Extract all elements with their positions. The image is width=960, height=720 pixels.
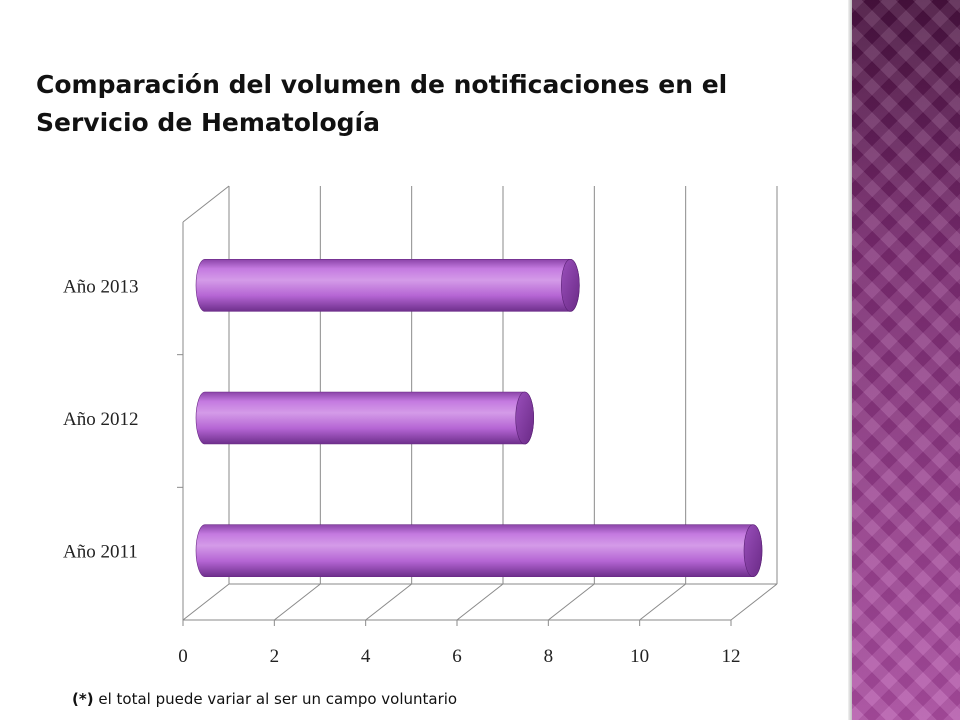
- bar-Año 2012: [195, 391, 534, 445]
- x-tick-label: 8: [544, 646, 554, 667]
- x-tick-label: 4: [361, 646, 371, 667]
- category-label: Año 2013: [63, 276, 138, 297]
- bar-Año 2011: [195, 524, 763, 577]
- chart-bars: [195, 259, 763, 577]
- bar-Año 2013: [195, 259, 580, 312]
- bar-chart: 0 2 4 6 8 10 12 Año 2011 Año 2012 Año 2013: [63, 185, 778, 667]
- x-tick-label: 10: [630, 646, 649, 667]
- floor-line-4: [365, 583, 412, 621]
- bar-cap-Año 2012: [515, 391, 534, 445]
- x-tick-label: 12: [722, 646, 741, 667]
- decorative-side-band: [852, 0, 960, 720]
- floor-line-6: [456, 583, 504, 621]
- floor-line-2: [274, 583, 321, 621]
- floor-line-8: [548, 583, 595, 621]
- footnote-marker: (*): [72, 690, 94, 708]
- bar-cap-Año 2013: [561, 259, 580, 312]
- footnote: (*) el total puede variar al ser un camp…: [72, 690, 457, 708]
- x-tick-label: 0: [178, 646, 188, 667]
- chart-grid: [177, 185, 778, 626]
- category-label: Año 2011: [63, 542, 138, 563]
- floor-line-0: [182, 583, 230, 621]
- x-tick-label: 6: [452, 646, 462, 667]
- floor-line-12: [730, 583, 778, 621]
- slide-title: Comparación del volumen de notificacione…: [36, 70, 728, 137]
- chart-labels: 0 2 4 6 8 10 12 Año 2011 Año 2012 Año 2013: [63, 276, 741, 667]
- x-tick-label: 2: [270, 646, 280, 667]
- footnote-text: el total puede variar al ser un campo vo…: [98, 690, 458, 708]
- floor-line-10: [639, 583, 686, 621]
- category-label: Año 2012: [63, 409, 138, 430]
- y-axis-depth-top: [182, 185, 230, 223]
- bar-cap-Año 2011: [743, 524, 763, 577]
- side-band-shadow: [848, 0, 852, 720]
